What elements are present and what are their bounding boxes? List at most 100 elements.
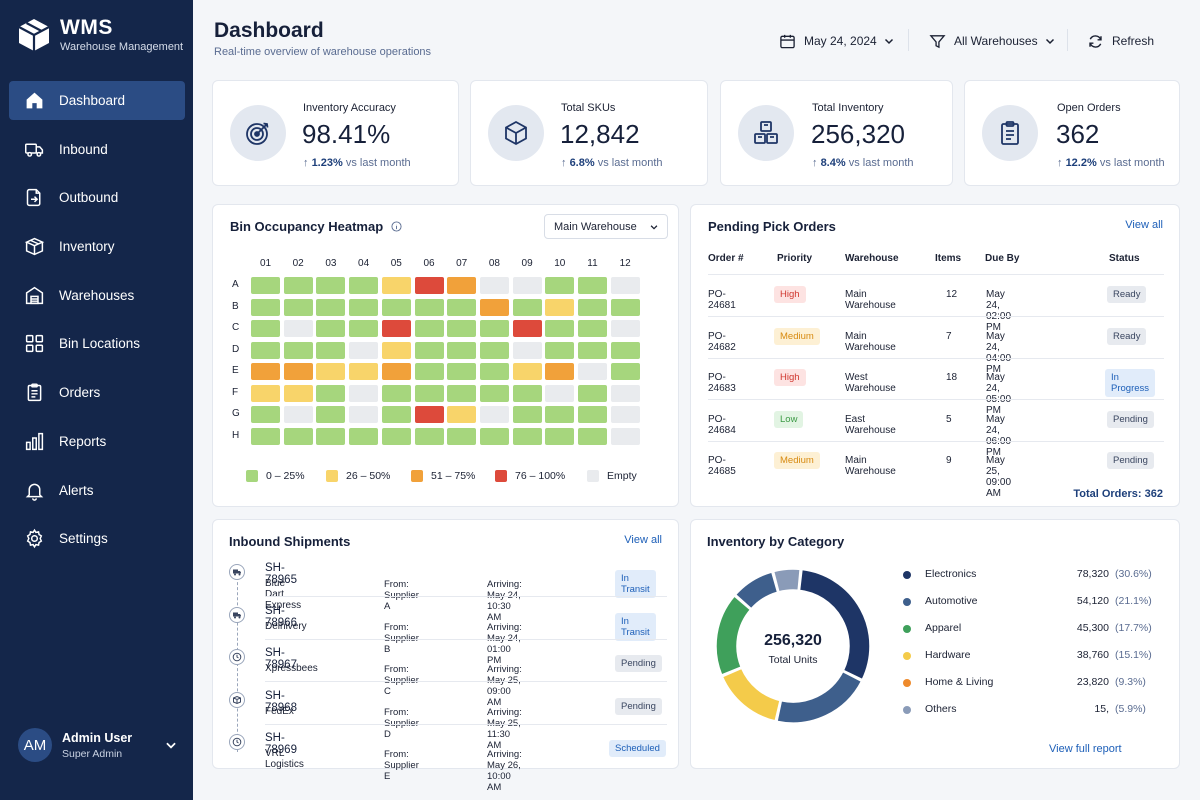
heatmap-cell[interactable] [316,406,346,423]
heatmap-cell[interactable] [545,320,575,337]
heatmap-cell[interactable] [414,298,444,316]
heatmap-cell[interactable] [610,363,640,380]
heatmap-cell[interactable] [316,320,346,337]
heatmap-cell[interactable] [381,406,411,423]
heatmap-cell[interactable] [512,298,542,316]
heatmap-cell[interactable] [578,384,607,402]
heatmap-cell[interactable] [512,341,542,359]
heatmap-cell[interactable] [610,341,640,359]
donut-slice-hardware[interactable] [721,667,781,722]
heatmap-cell[interactable] [349,363,379,380]
heatmap-cell[interactable] [479,320,509,337]
heatmap-cell[interactable] [578,277,607,294]
heatmap-cell[interactable] [381,363,411,380]
brand[interactable]: WMS Warehouse Management [17,17,183,53]
heatmap-cell[interactable] [316,427,346,445]
shipment-id[interactable]: SH-78967 [265,647,297,671]
heatmap-cell[interactable] [283,298,313,316]
heatmap-cell[interactable] [316,341,346,359]
heatmap-cell[interactable] [578,320,607,337]
heatmap-cell[interactable] [251,406,280,423]
heatmap-cell[interactable] [447,277,477,294]
heatmap-cell[interactable] [545,384,575,402]
heatmap-cell[interactable] [479,363,509,380]
date-picker[interactable]: May 24, 2024 [779,30,895,52]
heatmap-cell[interactable] [447,320,477,337]
heatmap-cell[interactable] [414,341,444,359]
heatmap-cell[interactable] [381,320,411,337]
heatmap-cell[interactable] [545,427,575,445]
heatmap-cell[interactable] [414,320,444,337]
heatmap-cell[interactable] [414,406,444,423]
chevron-down-icon[interactable] [164,738,178,752]
sidebar-item-bin-locations[interactable]: Bin Locations [9,324,185,363]
heatmap-cell[interactable] [283,341,313,359]
sidebar-item-inbound[interactable]: Inbound [9,130,185,169]
heatmap-cell[interactable] [512,427,542,445]
heatmap-cell[interactable] [479,298,509,316]
heatmap-cell[interactable] [578,298,607,316]
heatmap-cell[interactable] [545,298,575,316]
donut-slice-home-living[interactable] [734,571,779,610]
heatmap-cell[interactable] [349,427,379,445]
heatmap-cell[interactable] [349,384,379,402]
shipment-id[interactable]: SH-78969 [265,732,297,756]
sidebar-item-settings[interactable]: Settings [9,519,185,558]
sidebar-item-warehouses[interactable]: Warehouses [9,276,185,315]
heatmap-cell[interactable] [610,320,640,337]
heatmap-cell[interactable] [251,320,280,337]
shipment-id[interactable]: SH-78968 [265,689,297,714]
donut-slice-apparel[interactable] [715,595,752,676]
heatmap-cell[interactable] [381,384,411,402]
heatmap-cell[interactable] [447,427,477,445]
category-row[interactable]: Others 15, (5.9%) [903,703,1146,717]
heatmap-cell[interactable] [251,341,280,359]
donut-slice-electronics[interactable] [798,568,871,681]
heatmap-cell[interactable] [447,298,477,316]
donut-slice-others[interactable] [772,568,801,593]
heatmap-cell[interactable] [414,427,444,445]
heatmap-cell[interactable] [251,277,280,294]
heatmap-cell[interactable] [349,341,379,359]
warehouse-select[interactable]: Main Warehouse [544,214,668,239]
shipment-id[interactable]: SH-78965 [265,562,297,586]
view-full-report-link[interactable]: View full report [1049,743,1122,755]
heatmap-cell[interactable] [512,406,542,423]
heatmap-cell[interactable] [545,363,575,380]
heatmap-cell[interactable] [381,341,411,359]
heatmap-cell[interactable] [414,363,444,380]
shipment-id[interactable]: SH-78966 [265,604,297,629]
heatmap-cell[interactable] [610,384,640,402]
heatmap-cell[interactable] [316,298,346,316]
heatmap-cell[interactable] [512,320,542,337]
heatmap-cell[interactable] [316,384,346,402]
heatmap-cell[interactable] [349,277,379,294]
heatmap-cell[interactable] [610,298,640,316]
view-all-shipments-link[interactable]: View all [624,534,662,546]
heatmap-cell[interactable] [447,363,477,380]
heatmap-cell[interactable] [578,406,607,423]
refresh-button[interactable]: Refresh [1087,30,1154,52]
heatmap-cell[interactable] [512,384,542,402]
heatmap-cell[interactable] [479,341,509,359]
heatmap-cell[interactable] [381,298,411,316]
info-icon[interactable] [391,221,402,232]
heatmap-cell[interactable] [283,384,313,402]
heatmap-cell[interactable] [349,406,379,423]
heatmap-cell[interactable] [316,363,346,380]
heatmap-cell[interactable] [251,363,280,380]
heatmap-cell[interactable] [349,298,379,316]
sidebar-item-alerts[interactable]: Alerts [9,471,185,510]
donut-slice-automotive[interactable] [776,670,863,724]
heatmap-cell[interactable] [479,384,509,402]
heatmap-cell[interactable] [545,406,575,423]
sidebar-item-outbound[interactable]: Outbound [9,178,185,217]
heatmap-cell[interactable] [251,427,280,445]
heatmap-cell[interactable] [610,406,640,423]
category-row[interactable]: Home & Living 23,820 (9.3%) [903,676,1146,690]
heatmap-cell[interactable] [479,427,509,445]
heatmap-cell[interactable] [479,277,509,294]
sidebar-item-reports[interactable]: Reports [9,422,185,461]
heatmap-cell[interactable] [479,406,509,423]
warehouse-filter[interactable]: All Warehouses [929,30,1056,52]
